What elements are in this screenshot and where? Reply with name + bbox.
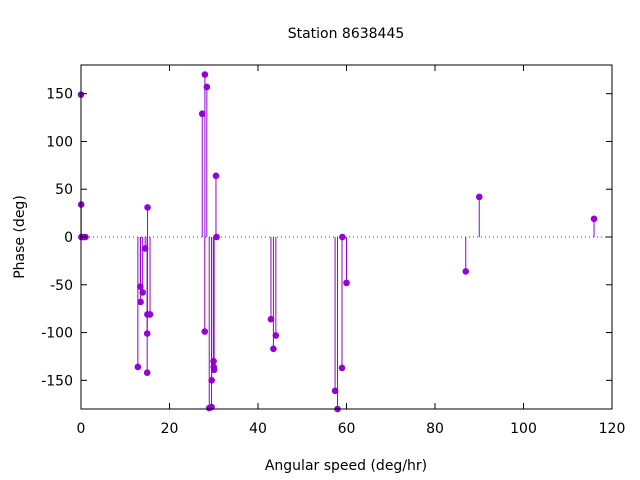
data-point (272, 332, 280, 339)
data-point (331, 387, 339, 395)
data-point (210, 366, 218, 374)
data-point (134, 363, 142, 371)
data-point (201, 71, 209, 78)
data-point (139, 289, 146, 296)
x-tick-label: 120 (599, 421, 626, 437)
data-point (203, 83, 211, 91)
y-tick-label: -100 (41, 326, 73, 342)
data-point (267, 315, 275, 323)
data-point (146, 311, 154, 318)
data-point (198, 110, 206, 118)
x-tick-label: 80 (426, 421, 444, 437)
y-axis-ticks: -150 -100 -50 0 50 100 150 (41, 87, 612, 389)
y-tick-label: 0 (64, 230, 73, 246)
data-point (137, 298, 144, 306)
data-point (143, 330, 151, 337)
data-point (201, 328, 209, 335)
y-tick-label: -150 (41, 373, 73, 389)
data-point (338, 364, 346, 372)
data-stems (80, 74, 595, 409)
data-points (77, 71, 598, 413)
data-point (475, 193, 483, 201)
y-tick-label: -50 (50, 278, 73, 294)
y-tick-label: 50 (55, 182, 73, 198)
x-tick-label: 20 (161, 421, 179, 437)
x-axis-ticks: 0 20 40 60 80 100 120 (77, 65, 626, 437)
data-point (339, 233, 346, 241)
x-axis-label: Angular speed (deg/hr) (265, 458, 427, 474)
y-tick-label: 100 (46, 134, 73, 150)
data-point (136, 283, 144, 290)
x-tick-label: 40 (249, 421, 267, 437)
data-point (141, 245, 149, 252)
x-tick-label: 100 (510, 421, 537, 437)
data-point (590, 215, 598, 223)
y-tick-label: 150 (46, 87, 73, 103)
chart-title: Station 8638445 (288, 26, 405, 42)
data-point (144, 204, 151, 211)
data-point (210, 357, 217, 365)
data-point (462, 268, 470, 275)
data-point (208, 377, 215, 384)
x-tick-label: 0 (77, 421, 86, 437)
y-axis-label: Phase (deg) (12, 195, 28, 279)
data-point (343, 279, 350, 287)
data-point (213, 233, 220, 241)
data-point (212, 172, 220, 180)
data-point (143, 369, 151, 376)
data-point (270, 345, 277, 353)
x-tick-label: 60 (338, 421, 356, 437)
